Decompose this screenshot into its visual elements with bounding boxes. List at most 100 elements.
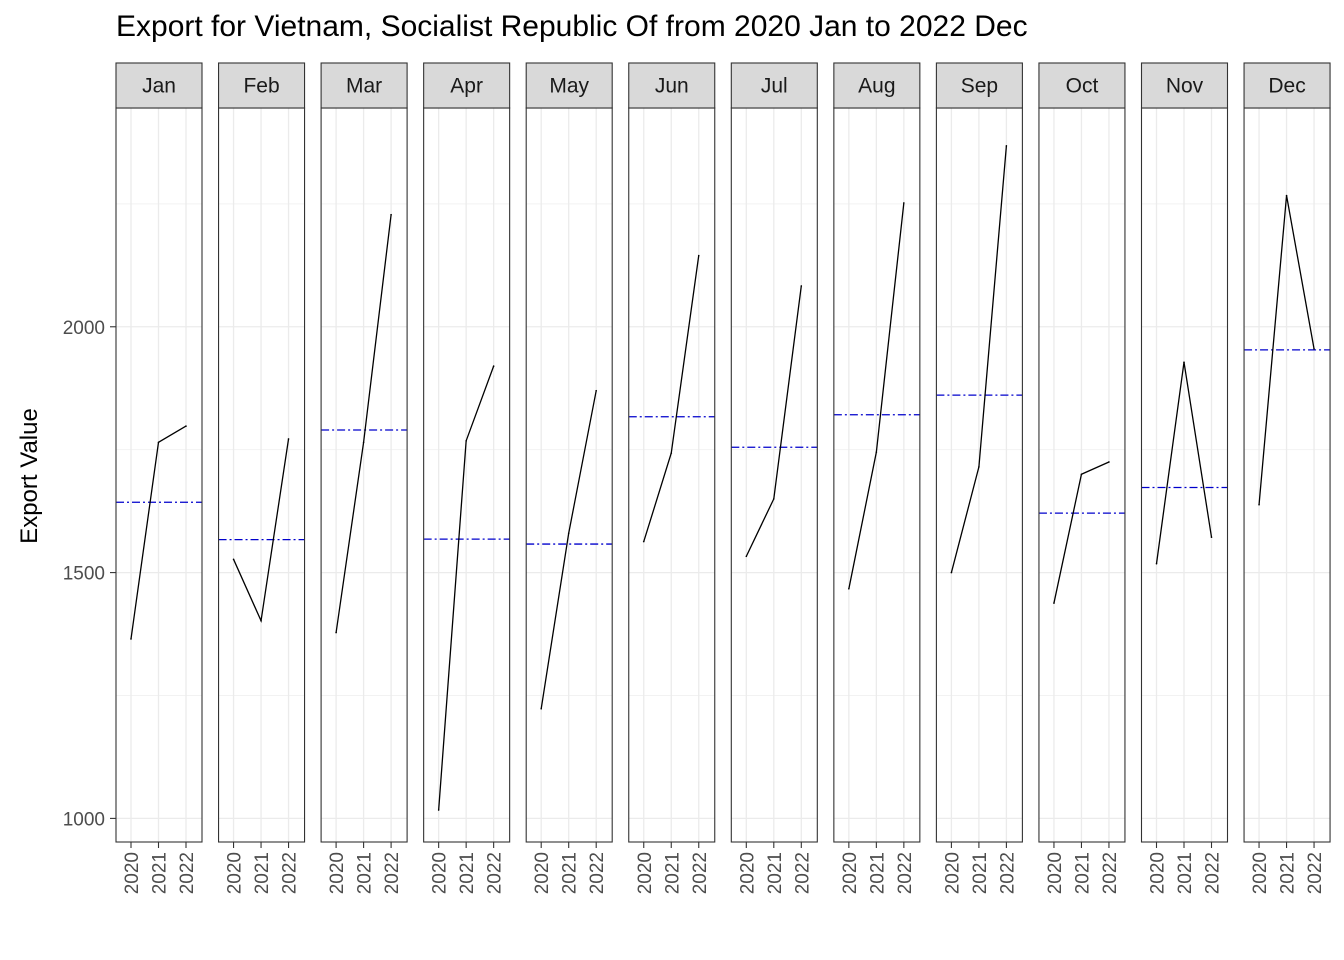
facet-panels: Jan 2020 2021 2022 Feb 2020 2021 2022 Mar 2020 202…: [115, 62, 1331, 894]
data-point: [567, 532, 570, 535]
data-point: [335, 631, 337, 634]
data-point: [875, 451, 878, 453]
data-point: [697, 254, 700, 257]
x-tick-label: 2022: [587, 852, 608, 894]
data-point: [642, 540, 645, 543]
data-point: [903, 202, 905, 204]
x-tick-label: 2020: [635, 852, 656, 894]
data-point: [157, 441, 160, 444]
x-tick-label: 2020: [327, 852, 348, 894]
x-tick-label: 2021: [457, 852, 478, 894]
data-point: [978, 466, 980, 468]
facet-panel-dec: Dec 2020 2021 2022: [1243, 62, 1331, 894]
data-point: [1183, 361, 1185, 363]
facet-strip-label: Jul: [761, 75, 788, 98]
facet-strip-label: Jun: [655, 75, 689, 98]
facet-strip-label: Apr: [450, 75, 483, 98]
facet-strip: [115, 62, 203, 109]
y-axis-label: Export Value: [16, 408, 43, 544]
data-point: [185, 425, 187, 427]
facet-panel-nov: Nov 2020 2021 2022: [1140, 62, 1229, 894]
x-tick-label: 2022: [485, 852, 506, 894]
data-point: [492, 365, 495, 367]
x-tick-label: 2020: [737, 852, 758, 894]
facet-strip: [525, 62, 613, 109]
data-point: [362, 441, 365, 444]
x-tick-label: 2020: [840, 852, 861, 894]
facet-strip: [218, 62, 306, 109]
data-point: [1108, 461, 1110, 463]
data-point: [595, 389, 597, 392]
facet-panel-may: May 2020 2021 2022: [525, 62, 613, 894]
data-point: [1313, 348, 1315, 350]
data-point: [540, 707, 542, 710]
facet-strip: [320, 62, 408, 109]
x-tick-label: 2022: [895, 852, 916, 894]
data-point: [232, 558, 235, 561]
data-point: [848, 588, 850, 590]
facet-strip: [935, 62, 1023, 109]
facet-strip-label: May: [549, 75, 589, 98]
x-tick-label: 2022: [1203, 852, 1224, 894]
facet-panel-mar: Mar 2020 2021 2022: [320, 62, 408, 894]
x-tick-label: 2022: [177, 852, 198, 894]
data-point: [437, 809, 440, 811]
data-point: [287, 438, 290, 440]
x-tick-label: 2021: [1072, 852, 1093, 894]
x-tick-label: 2022: [382, 852, 403, 894]
facet-panel-jan: Jan 2020 2021 2022: [115, 62, 203, 894]
y-tick-label: 1000: [63, 809, 105, 830]
x-tick-label: 2022: [997, 852, 1018, 894]
y-axis: 1000 1500 2000: [63, 318, 116, 830]
y-tick-label: 2000: [63, 318, 105, 339]
data-point: [1005, 145, 1008, 147]
x-tick-label: 2021: [1175, 852, 1196, 894]
x-tick-label: 2021: [560, 852, 581, 894]
data-point: [1053, 602, 1055, 604]
facet-panel-sep: Sep 2020 2021 2022: [935, 62, 1023, 894]
x-tick-label: 2021: [355, 852, 376, 894]
x-tick-label: 2020: [1148, 852, 1169, 894]
data-point: [1285, 194, 1288, 197]
data-point: [800, 285, 803, 287]
x-tick-label: 2021: [1278, 852, 1299, 894]
facet-strip-label: Mar: [346, 75, 382, 98]
facet-strip: [628, 62, 716, 109]
facet-panel-jun: Jun 2020 2021 2022: [628, 62, 716, 894]
facet-strip-label: Aug: [858, 75, 895, 98]
facet-strip-label: Sep: [961, 75, 998, 98]
data-point: [950, 571, 953, 574]
data-point: [1210, 536, 1213, 538]
x-tick-label: 2020: [430, 852, 451, 894]
facet-strip: [1243, 62, 1331, 109]
facet-panel-aug: Aug 2020 2021 2022: [833, 62, 921, 894]
facet-panel-jul: Jul 2020 2021 2022: [730, 62, 818, 894]
facet-strip-label: Oct: [1066, 75, 1099, 98]
facet-strip: [1038, 62, 1126, 109]
x-tick-label: 2020: [532, 852, 553, 894]
x-tick-label: 2021: [252, 852, 273, 894]
facet-strip-label: Nov: [1166, 75, 1204, 98]
facet-strip-label: Feb: [243, 75, 279, 98]
x-tick-label: 2021: [867, 852, 888, 894]
facet-strip: [423, 62, 511, 109]
x-tick-label: 2020: [122, 852, 143, 894]
facet-panel-oct: Oct 2020 2021 2022: [1038, 62, 1126, 894]
data-point: [130, 638, 132, 640]
x-tick-label: 2021: [765, 852, 786, 894]
data-point: [465, 440, 467, 442]
data-point: [670, 452, 673, 454]
y-tick-label: 1500: [63, 564, 105, 585]
facet-panel-apr: Apr 2020 2021 2022: [423, 62, 511, 894]
data-point: [390, 213, 392, 216]
x-tick-label: 2022: [1100, 852, 1121, 894]
data-point: [773, 498, 775, 500]
x-tick-label: 2021: [662, 852, 683, 894]
facet-strip-label: Dec: [1268, 75, 1305, 98]
x-tick-label: 2022: [792, 852, 813, 894]
data-point: [1080, 473, 1083, 476]
facet-strip: [1140, 62, 1229, 109]
data-point: [260, 619, 262, 622]
x-tick-label: 2021: [970, 852, 991, 894]
